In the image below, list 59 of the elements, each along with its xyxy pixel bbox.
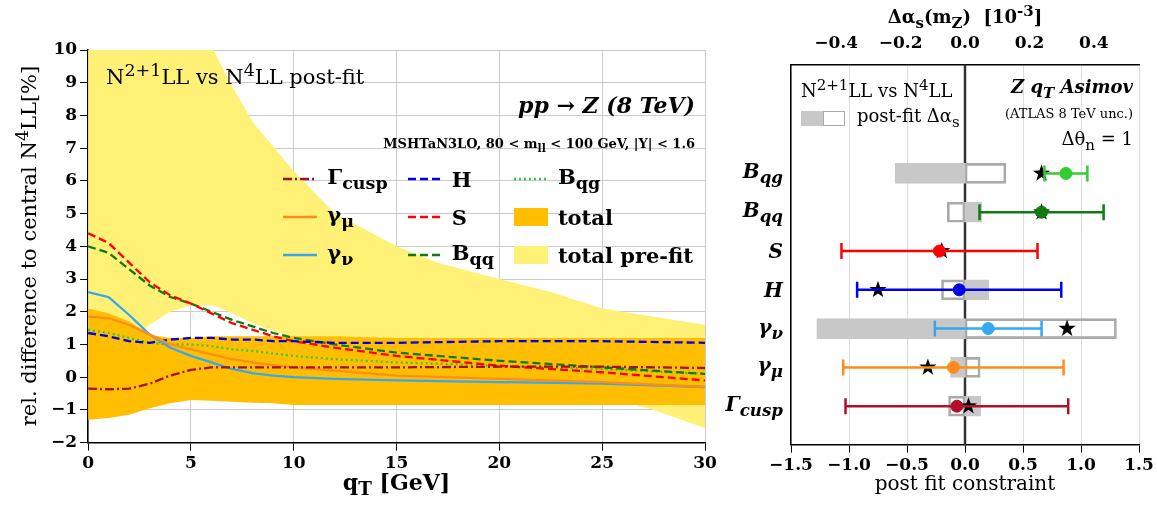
y-tick-label: 2 (65, 300, 78, 321)
y-tick-label: B$_{qq}$ (742, 198, 783, 227)
legend-label: Γ$_{cusp}$ (327, 164, 388, 194)
y-tick-label: H (764, 277, 783, 302)
legend-label: post-fit Δα$_{s}$ (857, 105, 960, 131)
legend-title: N$^{2+1}$LL vs N$^{4}$LL (801, 76, 954, 102)
y-tick-label: −1 (50, 398, 78, 419)
x-tick-label: 10 (281, 452, 306, 473)
line-series (88, 365, 705, 391)
y-tick-label: 5 (65, 202, 78, 223)
x2-tick-label: 0.0 (950, 31, 980, 52)
x2-tick-label: 0.2 (1014, 31, 1045, 52)
x-tick-label: 0 (82, 452, 95, 473)
line-series (88, 331, 705, 344)
y-tick-label: γ$_{μ}$ (757, 353, 783, 382)
y-tick-label: 3 (65, 267, 78, 288)
legend-label: S (451, 204, 467, 230)
y-tick-label: B$_{qg}$ (742, 159, 783, 188)
legend-label: H (451, 166, 472, 192)
x-tick-label: 1.5 (1124, 454, 1154, 475)
legend-label: total (557, 204, 613, 230)
x-tick-label: 20 (487, 452, 512, 473)
y-tick-label: 4 (65, 234, 78, 255)
x-tick-label: 1.0 (1066, 454, 1096, 475)
legend-label: B$_{qq}$ (451, 240, 494, 270)
x-tick-label: −1.0 (827, 454, 872, 475)
text: Z q$_{T}$ Asimov (1011, 76, 1133, 102)
text: (ATLAS 8 TeV unc.) (1005, 106, 1133, 122)
x-tick-label: 30 (693, 452, 717, 473)
y-tick-label: Γ$_{cusp}$ (725, 392, 783, 421)
legend-label: γ$_{ν}$ (327, 240, 354, 270)
y-tick-label: 8 (65, 103, 78, 124)
x2-tick-label: −0.2 (878, 31, 923, 52)
y-tick-label: 7 (65, 136, 78, 157)
x-tick-label: −1.5 (769, 454, 813, 475)
point (1058, 319, 1076, 336)
x-tick-label: 25 (590, 452, 615, 473)
y-tick-label: S (768, 239, 783, 263)
y-tick-label: 1 (65, 332, 78, 353)
text: Δθ$_{n}$ = 1 (1061, 128, 1133, 154)
text: N$^{2+1}$LL vs N$^{4}$LL post-fit (106, 60, 365, 89)
x2-axis-title: Δα$_{s}$(m$_{Z}$) [10$^{-3}$] (886, 2, 1044, 32)
text: pp → Z (8 TeV) (518, 92, 695, 118)
annotation: MSHTaN3LO, 80 < m$_{ll}$ < 100 GeV, |Y| < 1.6 (383, 136, 695, 155)
legend-label: B$_{qg}$ (557, 164, 601, 194)
y-tick-label: 6 (65, 169, 78, 190)
x-tick-label: 5 (184, 452, 197, 473)
y-tick-label: 0 (65, 365, 78, 386)
point (981, 322, 995, 336)
legend-label: total pre-fit (557, 242, 693, 268)
y-tick-label: 10 (53, 38, 78, 59)
x2-tick-label: 0.4 (1079, 31, 1109, 52)
point (932, 244, 946, 258)
y-tick-label: γ$_{ν}$ (758, 314, 783, 343)
y-tick-label: 9 (65, 71, 78, 92)
legend-label: γ$_{μ}$ (327, 202, 354, 232)
x2-tick-label: −0.4 (814, 31, 859, 52)
y-tick-label: −2 (50, 431, 78, 452)
point (1059, 166, 1073, 180)
